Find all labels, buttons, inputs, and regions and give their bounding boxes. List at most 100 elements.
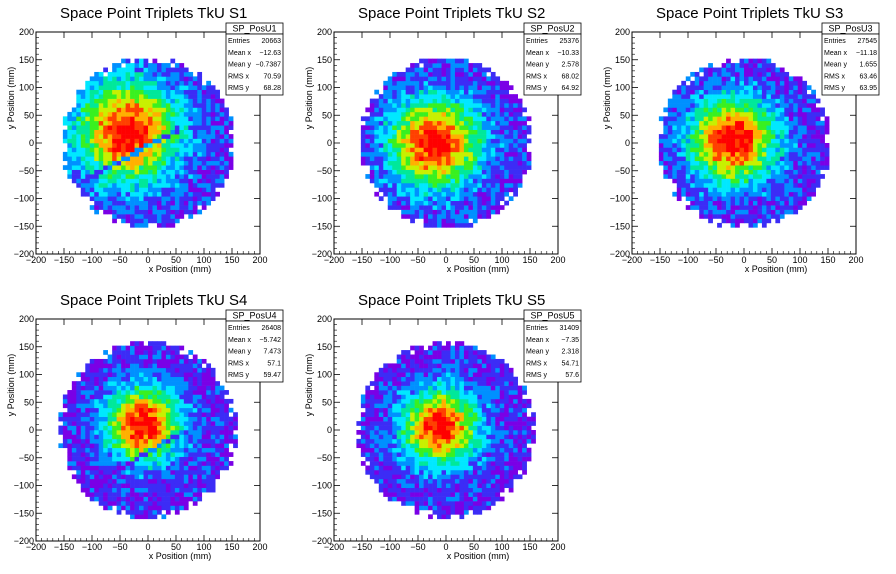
heatmap-cell	[103, 80, 108, 86]
heatmap-cell	[419, 125, 424, 130]
heatmap-cell	[179, 205, 185, 210]
heatmap-cell	[143, 403, 149, 409]
heatmap-cell	[517, 143, 523, 148]
heatmap-cell	[85, 403, 91, 409]
heatmap-cell	[174, 67, 180, 73]
heatmap-cell	[89, 407, 95, 413]
heatmap-cell	[197, 80, 203, 86]
heatmap-cell	[387, 107, 393, 113]
heatmap-cell	[80, 487, 86, 493]
heatmap-cell	[201, 138, 207, 144]
heatmap-cell	[508, 187, 514, 193]
heatmap-cell	[197, 372, 203, 378]
heatmap-cell	[210, 169, 216, 175]
heatmap-cell	[775, 85, 781, 91]
heatmap-cell	[495, 129, 501, 135]
heatmap-cell	[188, 214, 194, 219]
heatmap-cell	[477, 103, 483, 108]
heatmap-cell	[174, 80, 180, 86]
heatmap-cell	[369, 165, 375, 170]
heatmap-cell	[752, 58, 758, 64]
heatmap-cell	[454, 58, 460, 64]
heatmap-cell	[459, 134, 465, 139]
heatmap-cell	[360, 160, 366, 166]
heatmap-cell	[161, 496, 167, 502]
heatmap-cell	[797, 125, 803, 130]
heatmap-cell	[192, 76, 198, 82]
heatmap-cell	[71, 125, 77, 130]
heatmap-cell	[143, 430, 149, 435]
heatmap-cell	[165, 138, 171, 144]
heatmap-cell	[694, 196, 700, 202]
heatmap-cell	[80, 381, 86, 386]
heatmap-cell	[730, 98, 736, 104]
heatmap-cell	[446, 85, 451, 91]
heatmap-cell	[504, 200, 510, 206]
heatmap-cell	[98, 390, 104, 395]
heatmap-cell	[165, 394, 171, 400]
heatmap-cell	[770, 85, 776, 91]
heatmap-cell	[125, 416, 131, 422]
heatmap-cell	[94, 160, 100, 166]
heatmap-cell	[468, 156, 474, 162]
heatmap-cell	[387, 187, 393, 193]
stats-row-label: RMS y	[228, 85, 250, 92]
heatmap-cell	[174, 151, 180, 157]
heatmap-cell	[761, 205, 767, 210]
heatmap-cell	[125, 116, 131, 122]
heatmap-cell	[806, 125, 812, 130]
heatmap-cell	[174, 501, 180, 506]
heatmap-cell	[188, 474, 194, 480]
heatmap-cell	[174, 76, 180, 82]
heatmap-cell	[152, 398, 158, 404]
heatmap-cell	[784, 129, 790, 135]
heatmap-cell	[694, 71, 700, 77]
heatmap-cell	[396, 174, 402, 179]
heatmap-cell	[761, 165, 767, 170]
heatmap-cell	[103, 147, 108, 153]
heatmap-cell	[717, 156, 722, 162]
heatmap-cell	[369, 147, 375, 153]
heatmap-cell	[121, 120, 126, 126]
heatmap-cell	[76, 456, 82, 462]
heatmap-cell	[219, 416, 225, 422]
heatmap-cell	[188, 205, 194, 210]
heatmap-cell	[94, 434, 100, 440]
heatmap-cell	[802, 160, 808, 166]
heatmap-cell	[784, 196, 790, 202]
heatmap-cell	[681, 182, 687, 188]
heatmap-cell	[793, 174, 799, 179]
heatmap-cell	[726, 191, 731, 197]
heatmap-cell	[419, 116, 424, 122]
y-tick-label: 0	[625, 138, 630, 148]
heatmap-cell	[793, 156, 799, 162]
heatmap-cell	[130, 196, 135, 202]
heatmap-cell	[156, 143, 162, 148]
heatmap-cell	[378, 169, 384, 175]
heatmap-cell	[152, 89, 158, 95]
heatmap-cell	[152, 165, 158, 170]
heatmap-cell	[219, 156, 225, 162]
heatmap-cell	[486, 174, 492, 179]
heatmap-cell	[365, 151, 371, 157]
x-tick-label: 100	[792, 255, 807, 265]
heatmap-cell	[188, 443, 194, 449]
heatmap-cell	[721, 76, 727, 82]
y-tick-label: 0	[327, 138, 332, 148]
heatmap-cell	[490, 191, 496, 197]
heatmap-cell	[121, 456, 126, 462]
heatmap-cell	[165, 434, 171, 440]
heatmap-cell	[779, 151, 785, 157]
heatmap-cell	[721, 165, 727, 170]
heatmap-cell	[699, 67, 704, 73]
heatmap-cell	[210, 452, 216, 457]
heatmap-cell	[148, 381, 153, 386]
y-tick-label: −200	[14, 249, 34, 259]
heatmap-cell	[401, 214, 406, 219]
heatmap-cell	[98, 89, 104, 95]
heatmap-cell	[694, 191, 700, 197]
heatmap-cell	[676, 147, 682, 153]
heatmap-cell	[179, 63, 185, 68]
heatmap-cell	[459, 80, 465, 86]
heatmap-cell	[197, 147, 203, 153]
